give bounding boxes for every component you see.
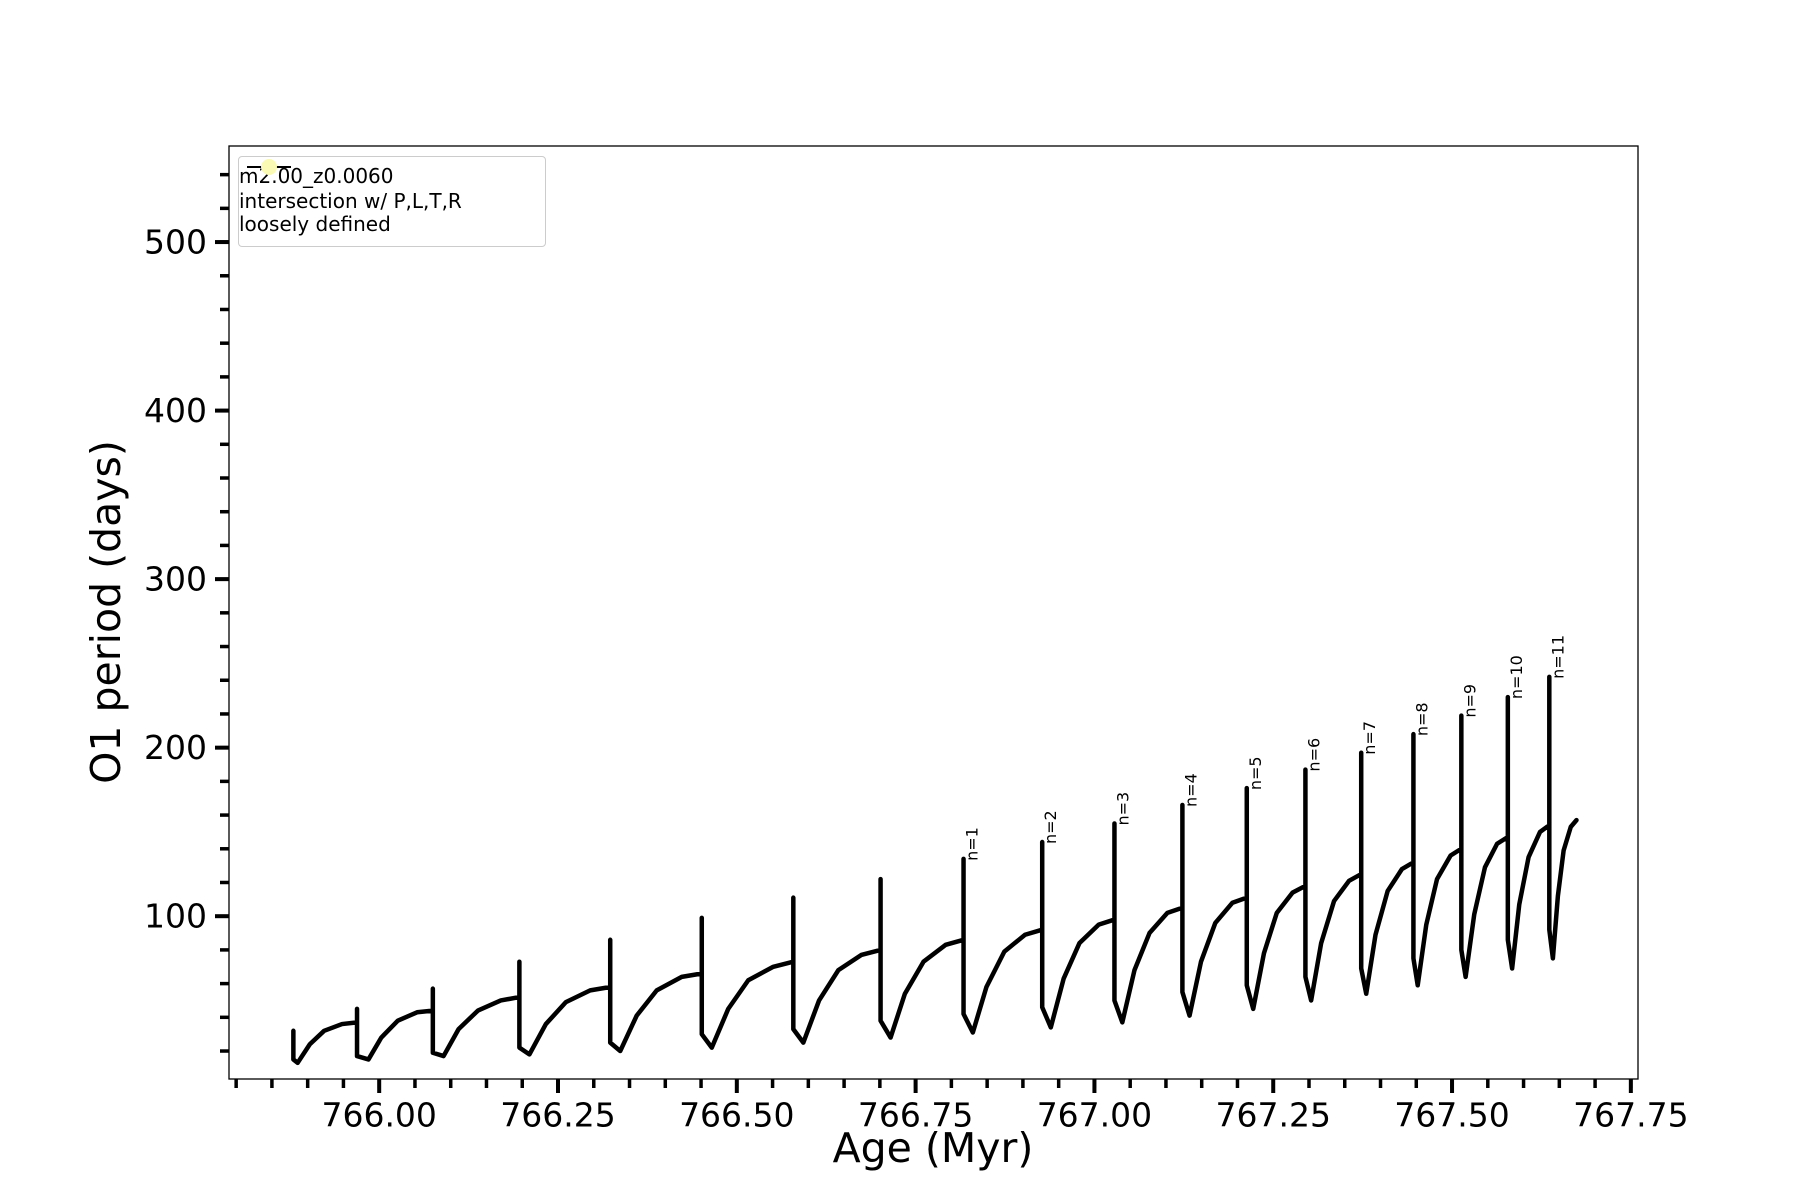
legend-item: intersection w/ P,L,T,R loosely defined (239, 159, 545, 236)
annotation: n=11 (1548, 635, 1567, 679)
x-tick-label: 766.00 (321, 1096, 436, 1135)
annotation: n=6 (1304, 738, 1323, 772)
data-line (291, 674, 1579, 1066)
legend-label: intersection w/ P,L,T,R loosely defined (239, 189, 462, 236)
x-axis-label: Age (Myr) (833, 1124, 1034, 1172)
y-tick-label: 200 (144, 728, 207, 767)
y-tick-label: 100 (144, 897, 207, 936)
x-tick-label: 766.25 (500, 1096, 615, 1135)
annotation: n=5 (1246, 756, 1265, 790)
x-tick-label: 767.75 (1573, 1096, 1688, 1135)
x-tick-label: 767.25 (1215, 1096, 1330, 1135)
legend: m2.00_z0.0060 intersection w/ P,L,T,R loo… (238, 156, 546, 247)
annotation: n=10 (1507, 655, 1526, 699)
y-tick-label: 300 (144, 560, 207, 599)
plot-frame (228, 145, 1639, 1080)
annotation: n=9 (1460, 684, 1479, 718)
x-tick-label: 767.50 (1394, 1096, 1509, 1135)
y-tick-label: 400 (144, 391, 207, 430)
annotation: n=8 (1412, 702, 1431, 736)
y-axis-label: O1 period (days) (82, 440, 130, 784)
legend-marker (261, 159, 277, 175)
x-tick-label: 766.75 (858, 1096, 973, 1135)
x-tick-label: 767.00 (1037, 1096, 1152, 1135)
x-tick-label: 766.50 (679, 1096, 794, 1135)
annotation: n=7 (1360, 721, 1379, 755)
annotation: n=1 (963, 827, 982, 861)
legend-label: m2.00_z0.0060 (239, 164, 394, 188)
annotation: n=3 (1113, 792, 1132, 826)
y-tick-label: 500 (144, 223, 207, 262)
legend-key (261, 159, 277, 175)
annotation: n=2 (1041, 810, 1060, 844)
annotation: n=4 (1181, 773, 1200, 807)
